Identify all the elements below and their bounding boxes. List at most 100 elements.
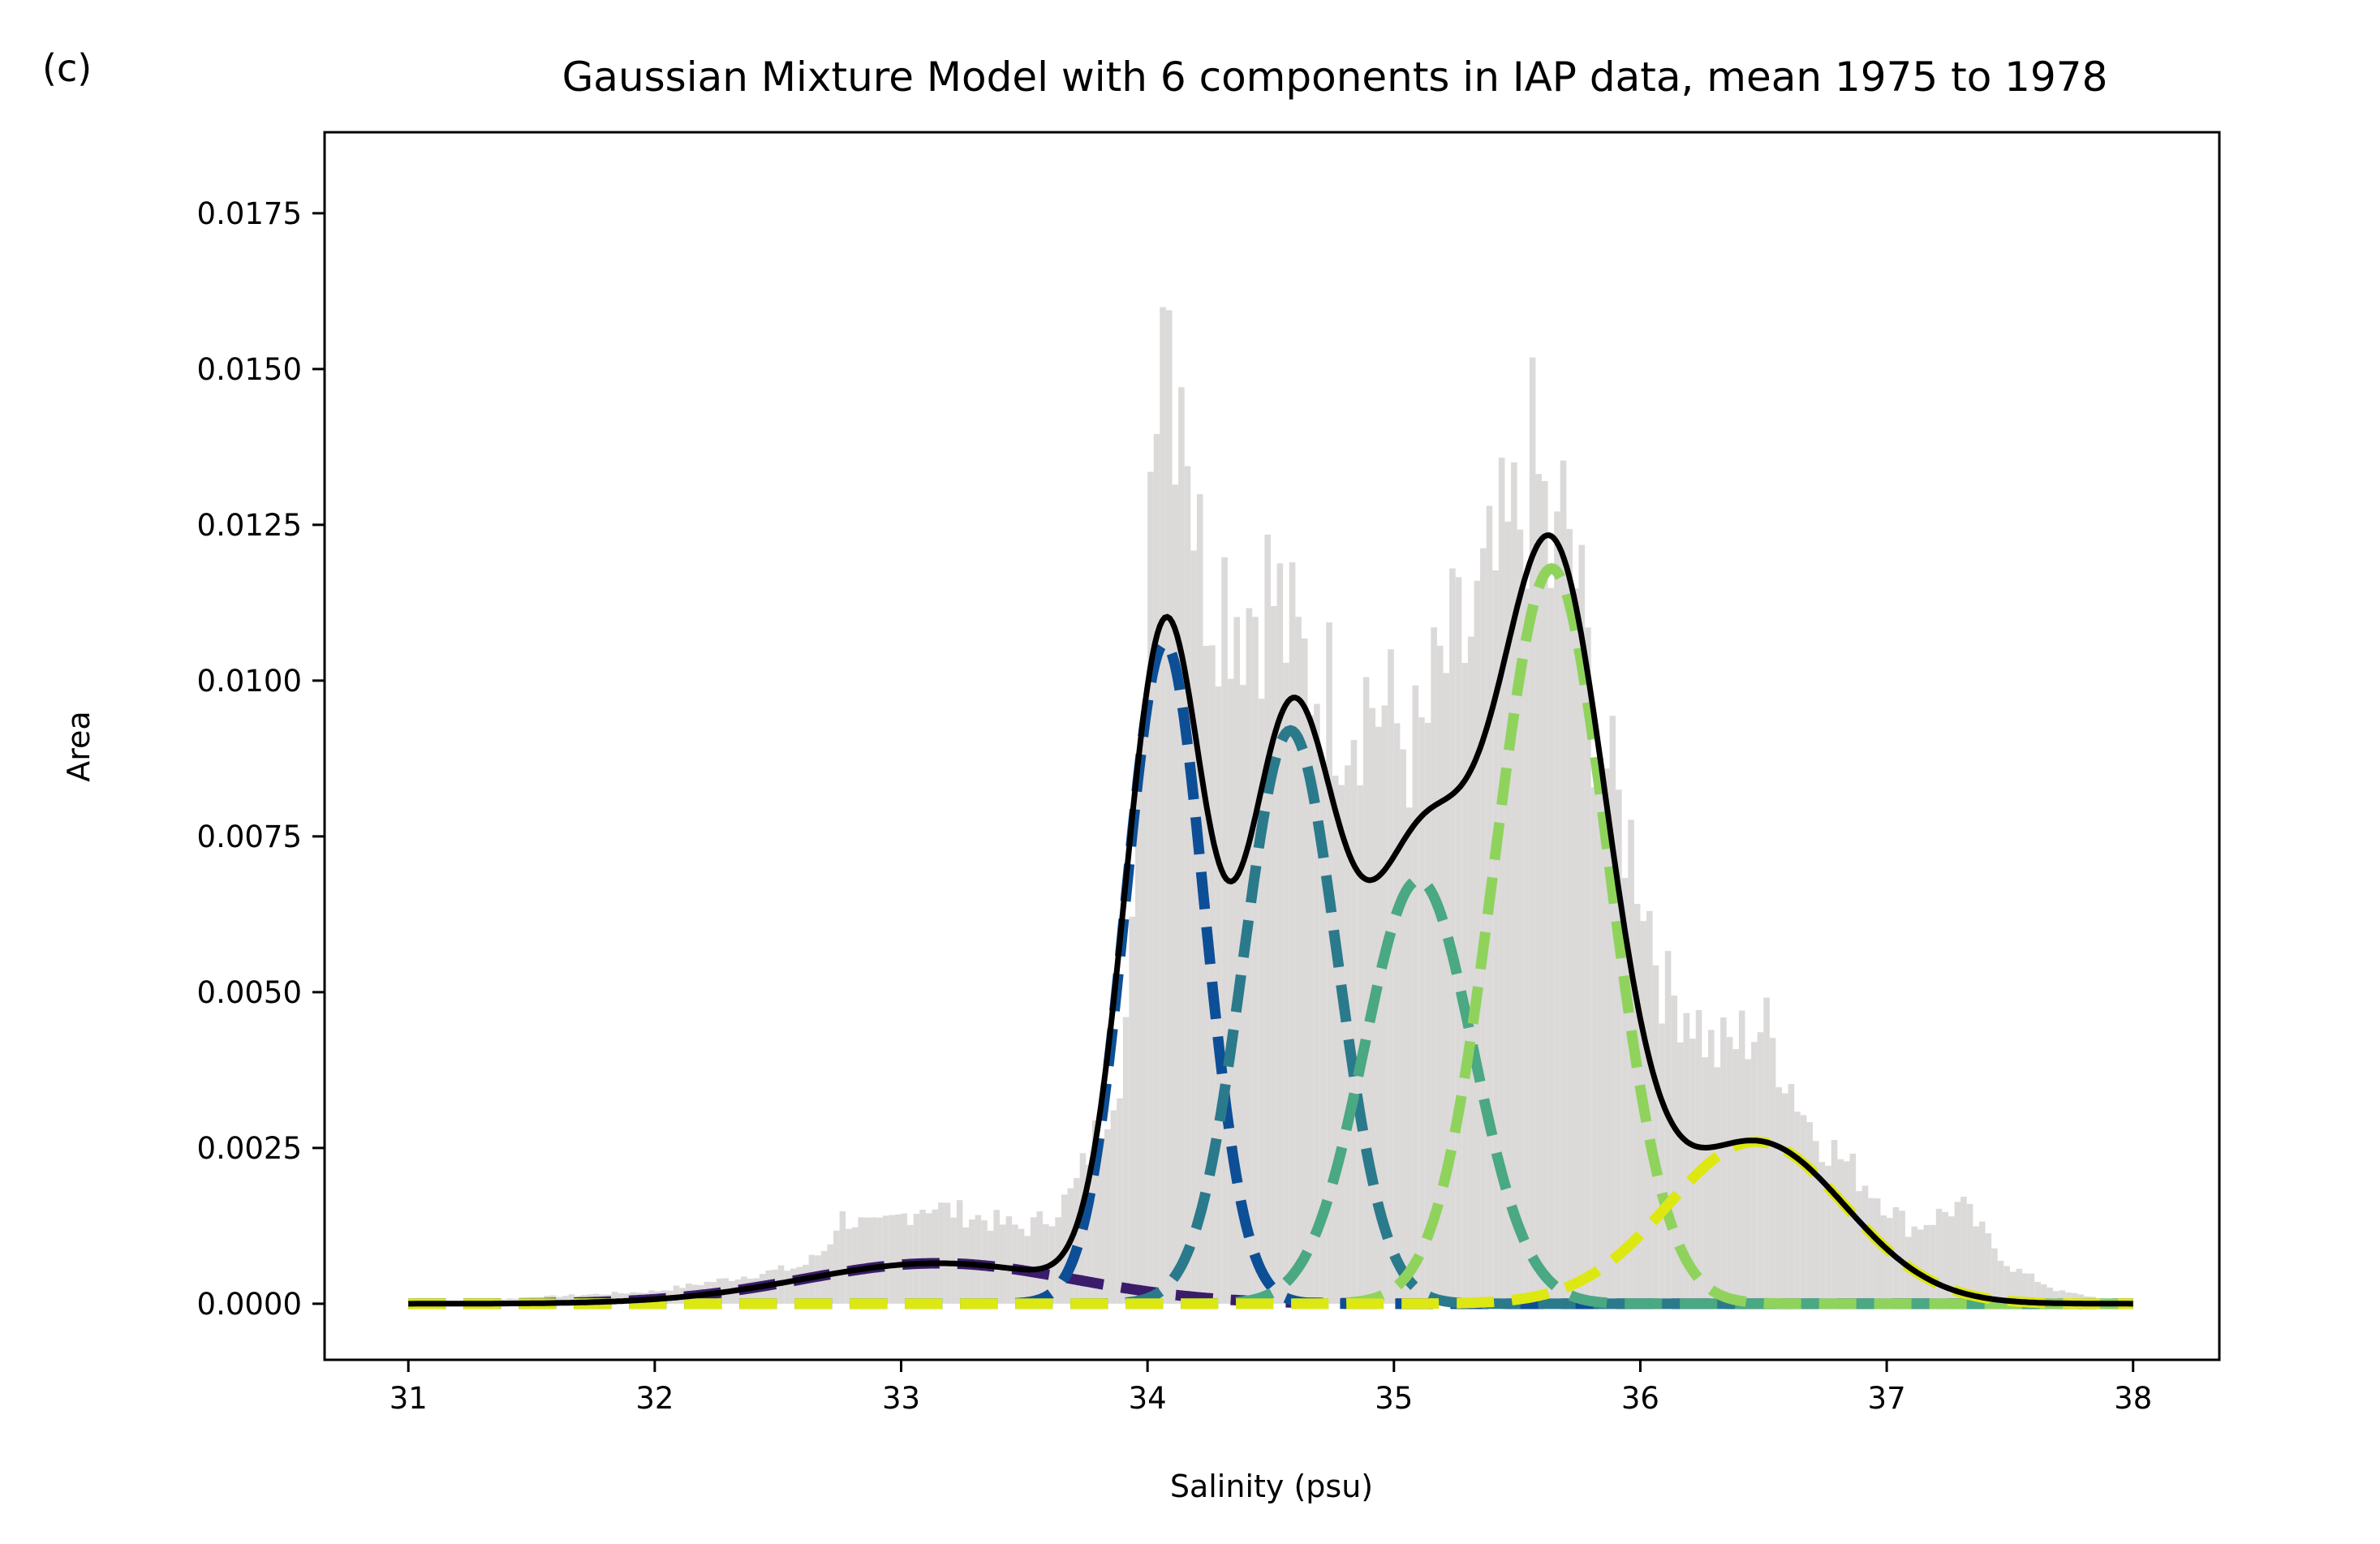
histogram-bar [950,1217,957,1304]
histogram-bar [1301,638,1308,1304]
x-tick-label: 35 [1375,1381,1413,1416]
histogram-bar [1178,387,1185,1304]
histogram-bar [1554,511,1560,1304]
histogram-bar [944,1202,951,1304]
gmm-total-line [408,532,2133,1307]
histogram-bar [1436,645,1444,1304]
histogram-bar [1036,1211,1044,1304]
histogram-bar [1535,474,1542,1304]
histogram-bar [1424,722,1431,1304]
histogram-bar [1818,1162,1826,1304]
histogram-bar [932,1209,939,1304]
histogram-bar [1732,1049,1739,1304]
y-axis: 0.0000 0.0025 0.0050 0.0075 0.0100 0.0125 0.01… [197,196,325,1322]
histogram-bar [1289,562,1296,1304]
histogram-bar [1547,587,1555,1304]
histogram-bar [2065,1292,2072,1304]
histogram-bar [1609,716,1616,1304]
histogram-bar [1616,789,1622,1304]
histogram-bar [1492,570,1499,1304]
histogram-bar [1388,649,1394,1304]
histogram-bar [1184,466,1191,1304]
histogram-bar [1412,685,1419,1304]
histogram-bar [1560,460,1567,1304]
histogram-bar [1209,645,1216,1304]
histogram-bar [1621,878,1629,1304]
histogram-bar [1954,1202,1961,1304]
histogram-bar [1141,716,1148,1304]
histogram-bar [1887,1218,1893,1304]
histogram-bar [2034,1282,2041,1304]
histogram-bar [1307,715,1315,1304]
y-tick-label: 0.0025 [197,1131,302,1166]
x-axis: 31 32 33 34 35 36 37 38 [389,1360,2152,1416]
histogram-bar [1270,605,1277,1304]
histogram-bar [1030,1217,1037,1304]
histogram-bar [1362,677,1370,1304]
histogram-bar [1326,622,1332,1304]
histogram-bar [1566,528,1573,1304]
histogram-bar [1942,1211,1948,1304]
histogram-bar [1338,785,1345,1304]
histogram-bar [1849,1153,1857,1304]
histogram-bar [1868,1198,1874,1304]
histogram-bar [1652,965,1659,1304]
histogram-bar [1258,699,1265,1304]
histogram-bar [1997,1260,2004,1304]
y-tick-label: 0.0175 [197,196,302,231]
histogram-bar [1757,1032,1764,1304]
histogram-bar [2009,1271,2016,1304]
x-tick-label: 33 [882,1381,920,1416]
histogram-bar [858,1217,864,1304]
series-lines [408,532,2133,1310]
histogram-bar [1005,1216,1013,1304]
histogram-bar [1923,1224,1930,1304]
x-tick-label: 38 [2114,1381,2152,1416]
histogram-bar [1264,534,1271,1304]
histogram-bar [1633,904,1641,1304]
y-tick-label: 0.0075 [197,819,302,854]
histogram-bar [1947,1216,1955,1304]
histogram-bar [993,1210,1000,1304]
histogram-bar [1714,1067,1721,1304]
histogram-bar [796,1267,803,1304]
histogram-bar [833,1230,840,1304]
y-axis-label: Area [61,711,97,781]
histogram-bar [1504,521,1512,1304]
histogram-bar [803,1264,809,1304]
histogram-bar [1252,617,1259,1304]
histogram-bar [1227,678,1234,1304]
histogram-bar [1276,563,1284,1304]
histogram-bar [1405,807,1413,1304]
histogram-bar [1676,1042,1684,1304]
x-tick-label: 37 [1868,1381,1906,1416]
histogram-bar [611,1292,618,1304]
x-tick-label: 34 [1129,1381,1167,1416]
histogram-bar [1147,471,1154,1304]
histogram-bar [2046,1287,2054,1304]
histogram-bar [1646,910,1653,1304]
histogram-bar [1769,1038,1776,1304]
histogram-bar [1861,1185,1869,1304]
histogram-bar [1393,723,1401,1304]
histogram-bar [1794,1112,1801,1304]
histogram-bar [1455,577,1462,1304]
histogram-bar [1098,1138,1105,1304]
histogram-bar [1738,1010,1745,1304]
histogram-bar [1153,433,1160,1304]
histogram-bar [1825,1165,1831,1304]
histogram-bar [1695,1009,1702,1304]
histogram-bar [882,1215,889,1304]
histogram-bar [1745,1059,1752,1304]
histogram-bar [919,1210,926,1304]
histogram-bar [1572,588,1579,1304]
x-axis-label: Salinity (psu) [1170,1469,1373,1504]
histogram-bar [2028,1273,2035,1304]
histogram-bar [790,1268,797,1304]
histogram-bar [1474,580,1481,1304]
histogram-bar [1664,951,1672,1304]
x-tick-label: 32 [635,1381,674,1416]
histogram-bar [1856,1191,1862,1304]
histogram-bar [1381,705,1388,1304]
